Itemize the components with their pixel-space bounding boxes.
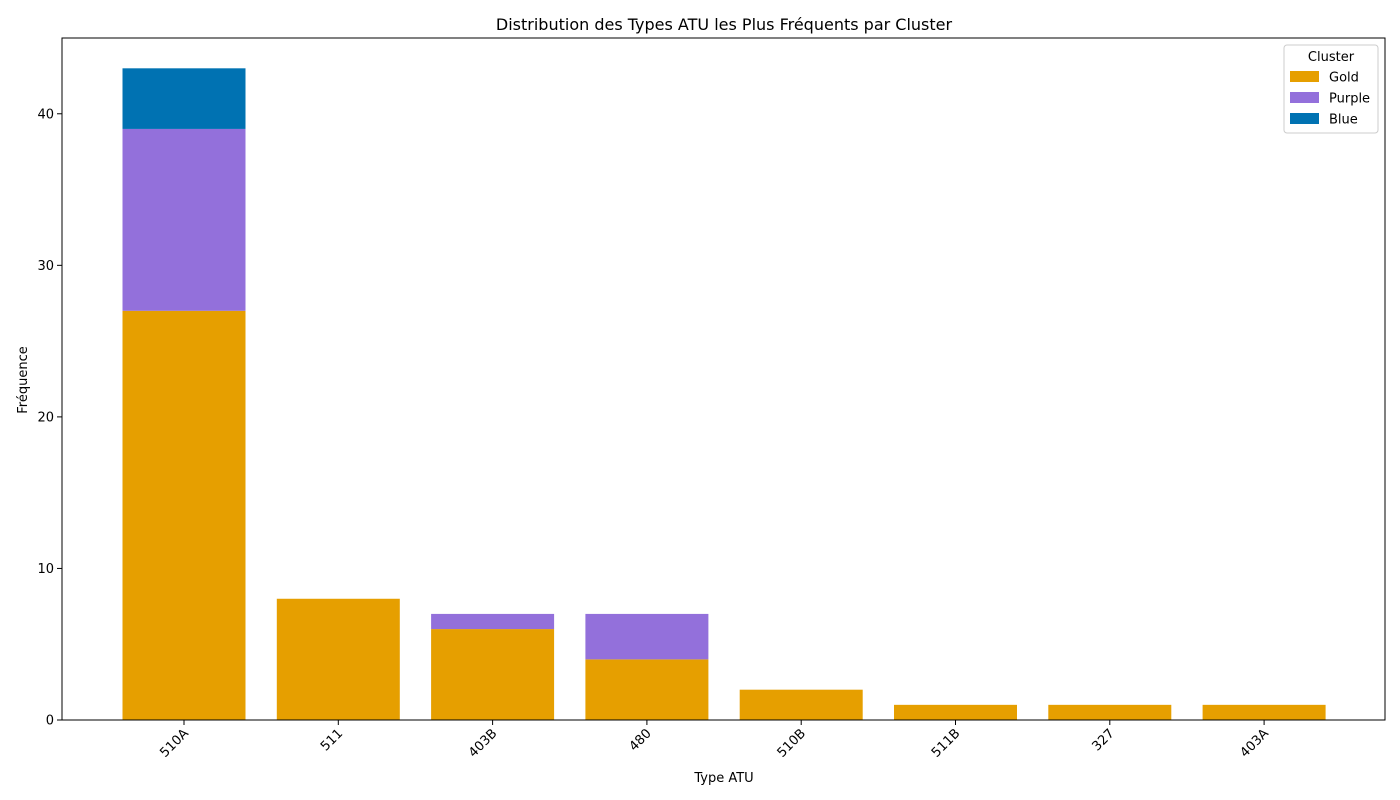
- y-tick-label: 10: [37, 562, 54, 577]
- bar-purple-480: [585, 613, 709, 660]
- plot-frame: [61, 37, 1386, 721]
- legend-swatch-gold: [1290, 71, 1319, 82]
- legend: Cluster Gold Purple Blue: [1283, 44, 1379, 134]
- bar-gold-480: [585, 659, 709, 720]
- y-tick-label: 20: [37, 410, 54, 425]
- y-tick-label: 0: [46, 714, 54, 729]
- bar-blue-510a: [122, 68, 246, 129]
- bar-purple-510a: [122, 128, 246, 311]
- x-tick-label: 510B: [775, 726, 809, 760]
- bar-gold-510b: [739, 689, 863, 720]
- bar-gold-511b: [894, 704, 1017, 720]
- bar-purple-403b: [431, 613, 555, 630]
- legend-frame: [1283, 44, 1379, 134]
- legend-label-blue: Blue: [1329, 113, 1358, 128]
- bar-gold-403b: [431, 629, 555, 720]
- y-tick-label: 30: [37, 259, 54, 274]
- y-axis: 0 10 20 30 40: [37, 107, 62, 729]
- y-axis-title: Fréquence: [16, 346, 31, 413]
- legend-label-purple: Purple: [1329, 92, 1370, 107]
- bar-gold-403a: [1202, 704, 1326, 720]
- bar-gold-510a: [122, 310, 246, 720]
- bars-group: [122, 68, 1326, 720]
- x-tick-label: 327: [1089, 726, 1117, 754]
- x-tick-label: 403B: [466, 726, 500, 760]
- legend-swatch-blue: [1290, 113, 1319, 124]
- x-tick-label: 403A: [1237, 726, 1272, 761]
- x-axis: 510A 511 403B 480 510B 511B 327 403A: [157, 720, 1272, 761]
- legend-title: Cluster: [1308, 50, 1355, 65]
- bar-gold-327: [1048, 704, 1172, 720]
- x-tick-label: 480: [627, 726, 655, 754]
- x-tick-label: 511: [318, 726, 346, 754]
- x-tick-label: 510A: [157, 726, 192, 761]
- legend-label-gold: Gold: [1329, 71, 1359, 86]
- x-tick-label: 511B: [929, 726, 963, 760]
- chart-title: Distribution des Types ATU les Plus Fréq…: [496, 15, 953, 34]
- legend-swatch-purple: [1290, 92, 1319, 103]
- y-tick-label: 40: [37, 107, 54, 122]
- x-axis-title: Type ATU: [693, 771, 753, 786]
- bar-gold-511: [276, 598, 400, 720]
